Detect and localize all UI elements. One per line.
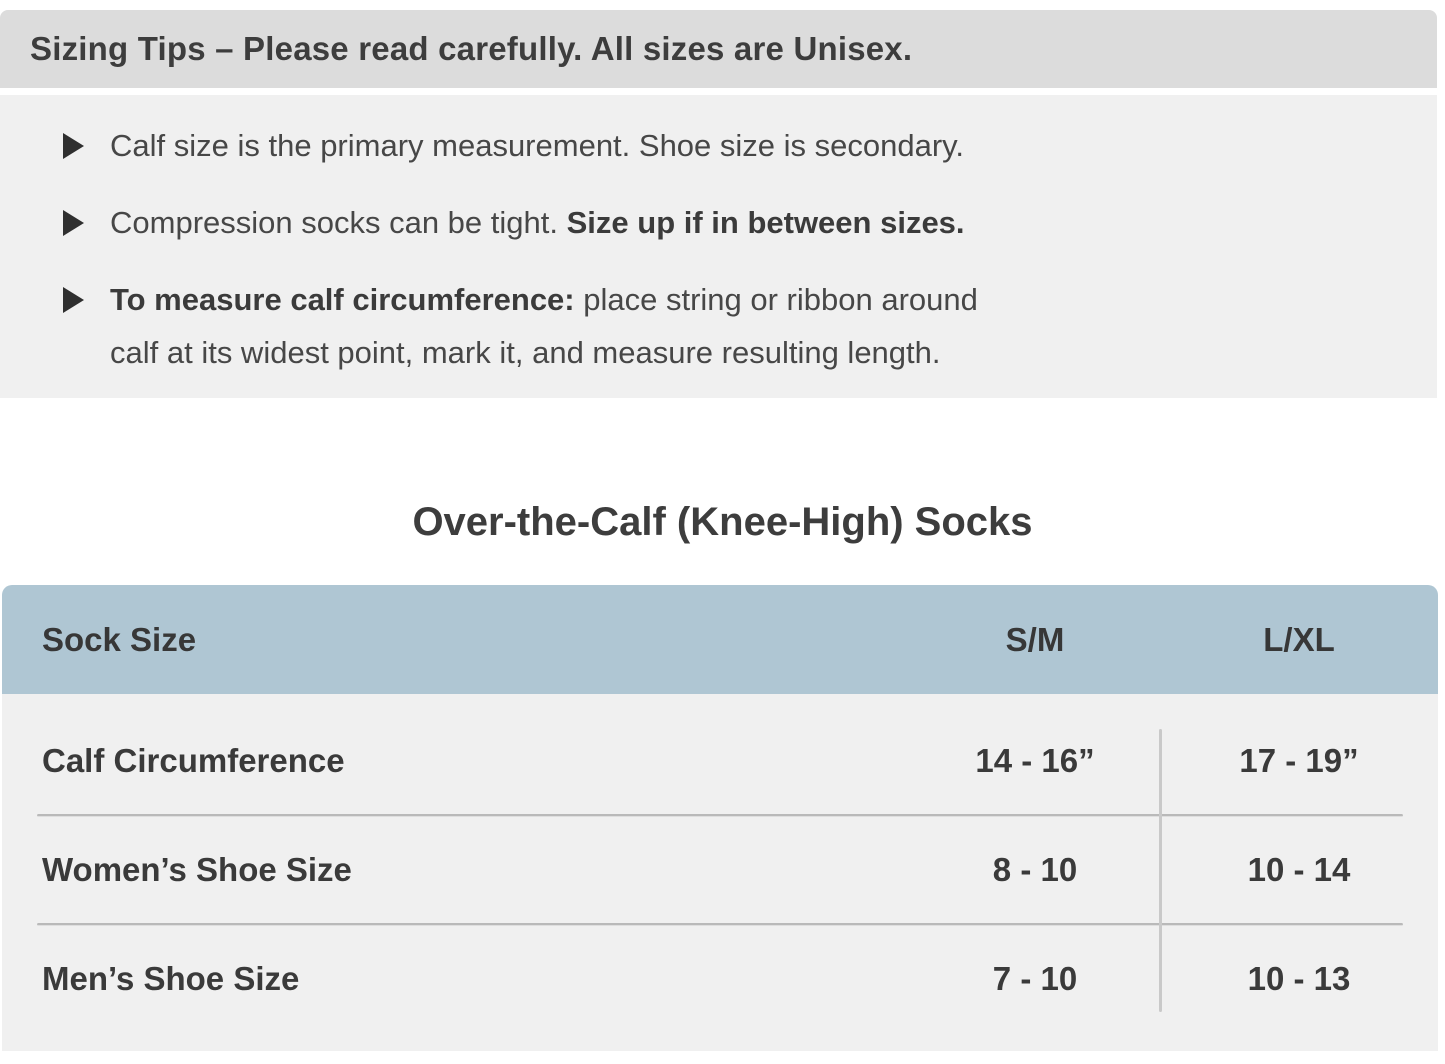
row-value-lxl: 17 - 19” [1239,742,1359,779]
row-separator [37,814,1403,817]
tip-item-size-up: Compression socks can be tight. Size up … [63,196,1397,249]
tip-item-measure-calf: To measure calf circumference: place str… [63,273,1397,379]
tip-item-calf-size: Calf size is the primary measurement. Sh… [63,119,1397,172]
tip-text-normal: place string or ribbon around [574,282,978,317]
row-value-lxl: 10 - 14 [1247,851,1351,888]
right-triangle-icon [63,133,84,159]
sizing-tips-banner-title: Sizing Tips – Please read carefully. All… [30,30,913,67]
size-table-body: Calf Circumference 14 - 16” 17 - 19” Wom… [2,694,1438,1051]
row-value-sm: 14 - 16” [975,742,1095,779]
right-triangle-icon [63,287,84,313]
tip-text: Compression socks can be tight. Size up … [110,196,965,249]
table-row-womens-shoe-size: Women’s Shoe Size 8 - 10 10 - 14 [2,817,1438,923]
header-cell-sock-size: Sock Size [42,620,197,658]
tip-text: To measure calf circumference: place str… [110,273,978,379]
row-value-lxl: 10 - 13 [1247,960,1351,997]
column-divider [1159,729,1162,1012]
row-label: Women’s Shoe Size [42,851,352,888]
sizing-tips-list: Calf size is the primary measurement. Sh… [0,95,1437,398]
tip-text-normal: calf at its widest point, mark it, and m… [110,335,941,370]
row-separator [37,923,1403,926]
row-value-sm: 7 - 10 [992,960,1078,997]
header-cell-sm: S/M [1005,620,1065,658]
table-row-mens-shoe-size: Men’s Shoe Size 7 - 10 10 - 13 [2,926,1438,1032]
sizing-info-page: Sizing Tips – Please read carefully. All… [0,10,1445,1064]
row-label: Calf Circumference [42,742,345,779]
tip-text-bold: Size up if in between sizes. [566,205,965,240]
row-label: Men’s Shoe Size [42,960,300,997]
table-row-calf-circumference: Calf Circumference 14 - 16” 17 - 19” [2,708,1438,814]
size-table: Sock Size S/M L/XL Calf Circumference 14… [2,585,1438,1051]
tip-text-normal: Calf size is the primary measurement. Sh… [110,128,964,163]
row-value-sm: 8 - 10 [992,851,1078,888]
header-cell-lxl: L/XL [1263,620,1335,658]
tip-text-bold: To measure calf circumference: [110,282,575,317]
sizing-tips-banner: Sizing Tips – Please read carefully. All… [0,10,1437,88]
tip-text: Calf size is the primary measurement. Sh… [110,119,964,172]
size-table-header: Sock Size S/M L/XL [2,585,1438,694]
right-triangle-icon [63,210,84,236]
section-title: Over-the-Calf (Knee-High) Socks [412,500,1033,544]
tip-text-normal: Compression socks can be tight. [110,205,567,240]
